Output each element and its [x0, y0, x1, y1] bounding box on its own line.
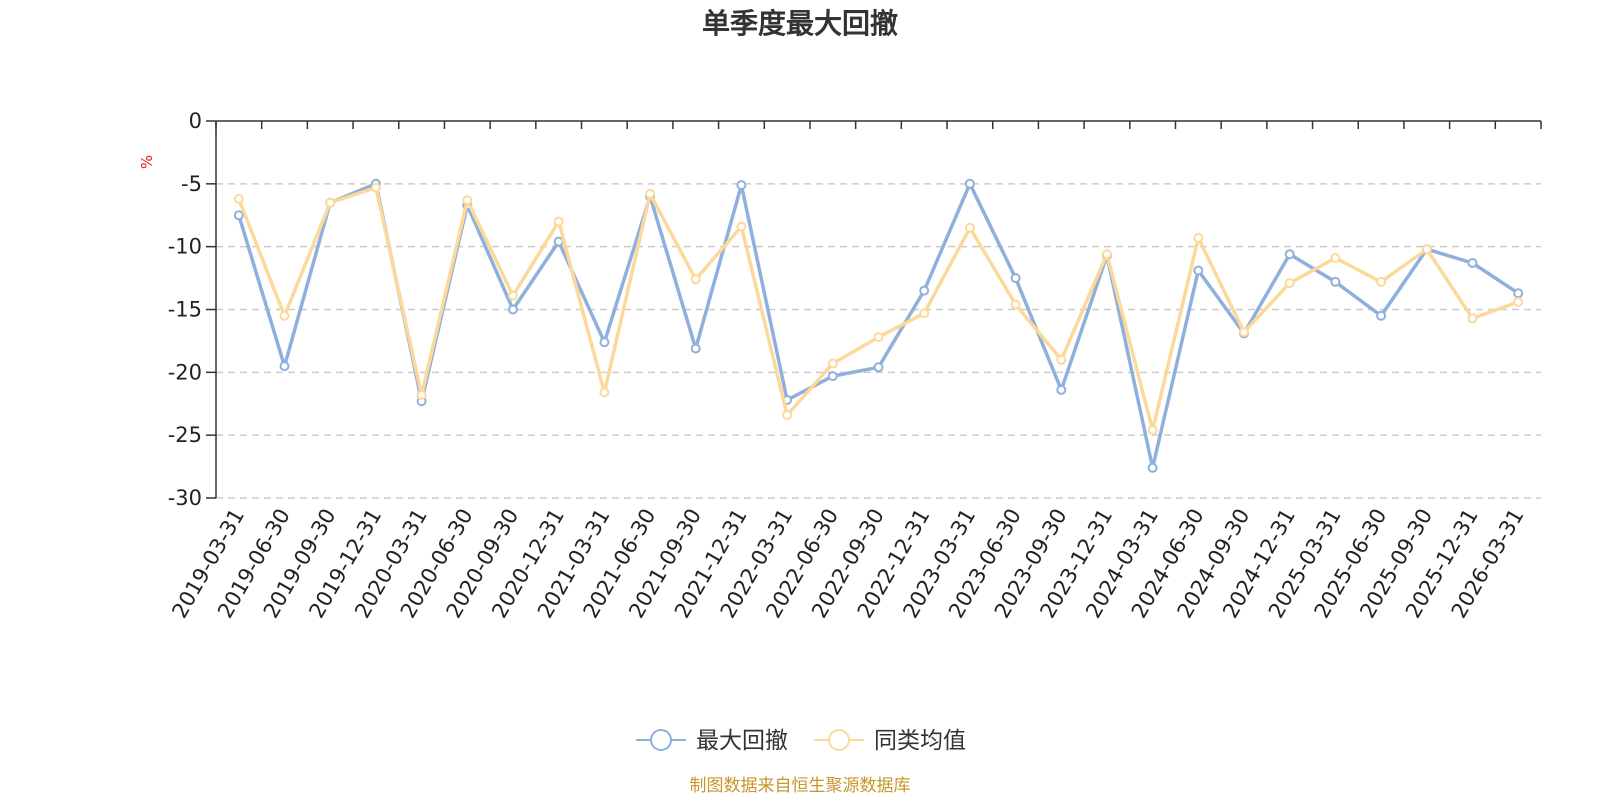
data-point — [919, 285, 930, 296]
data-point — [736, 180, 747, 191]
data-point — [1513, 297, 1524, 307]
data-point — [1101, 249, 1112, 260]
data-point — [1193, 232, 1204, 243]
y-tick-label: -30 — [168, 486, 202, 510]
legend-label-max-drawdown: 最大回撤 — [696, 728, 788, 754]
data-point — [1010, 299, 1021, 310]
data-point — [964, 178, 975, 189]
legend-swatch-marker — [828, 729, 850, 751]
data-point — [1056, 354, 1067, 365]
data-source-note: 制图数据来自恒生聚源数据库 — [690, 776, 911, 796]
y-tick-label: -15 — [168, 298, 202, 322]
y-tick-label: -25 — [168, 423, 202, 447]
data-point — [370, 182, 381, 193]
data-point — [508, 290, 518, 301]
data-point — [1330, 276, 1341, 287]
data-point — [325, 197, 336, 208]
data-point — [827, 371, 838, 382]
data-point — [416, 390, 427, 400]
data-point — [508, 304, 518, 315]
data-point — [1284, 278, 1295, 289]
data-point — [1193, 265, 1204, 276]
data-point — [1467, 258, 1478, 268]
data-point — [1513, 288, 1524, 299]
data-point — [1330, 253, 1341, 263]
data-point — [553, 216, 564, 227]
data-point — [1376, 276, 1387, 287]
data-point — [1147, 462, 1158, 473]
data-point — [645, 188, 656, 199]
data-point — [690, 343, 701, 354]
data-point — [1284, 249, 1295, 260]
series-1 — [233, 182, 1524, 436]
legend-swatch-marker — [650, 729, 672, 751]
series-lines — [233, 178, 1524, 473]
series-0 — [233, 178, 1524, 473]
data-point — [599, 337, 610, 348]
data-point — [827, 358, 838, 369]
legend-item-peer-average[interactable]: 同类均值 — [814, 728, 966, 754]
data-point — [1467, 313, 1478, 324]
data-point — [1010, 273, 1021, 284]
data-point — [599, 387, 610, 398]
data-point — [553, 236, 564, 247]
data-point — [1056, 384, 1067, 395]
y-tick-label: -10 — [168, 235, 202, 259]
data-point — [233, 210, 244, 221]
y-axis-unit: % — [138, 155, 156, 169]
data-point — [919, 308, 930, 319]
data-point — [233, 193, 244, 204]
data-point — [1147, 425, 1158, 436]
data-point — [279, 361, 290, 372]
gridlines — [216, 183, 1541, 499]
data-point — [782, 410, 793, 421]
data-point — [1421, 244, 1432, 255]
data-point — [873, 362, 884, 373]
y-tick-label: -5 — [181, 172, 202, 196]
data-point — [1376, 310, 1387, 321]
series-line — [237, 182, 1520, 470]
data-point — [964, 222, 975, 233]
data-point — [736, 221, 747, 232]
data-point — [462, 195, 473, 206]
y-tick-label: -20 — [168, 360, 202, 384]
y-tick-label: 0 — [189, 109, 202, 133]
legend-label-peer-average: 同类均值 — [874, 728, 966, 754]
chart-title: 单季度最大回撤 — [702, 7, 898, 40]
data-point — [279, 310, 290, 321]
legend-item-max-drawdown[interactable]: 最大回撤 — [636, 728, 788, 754]
data-point — [690, 274, 701, 285]
data-point — [1239, 327, 1249, 338]
legend[interactable]: 最大回撤 同类均值 — [636, 728, 966, 754]
data-point — [873, 332, 884, 343]
